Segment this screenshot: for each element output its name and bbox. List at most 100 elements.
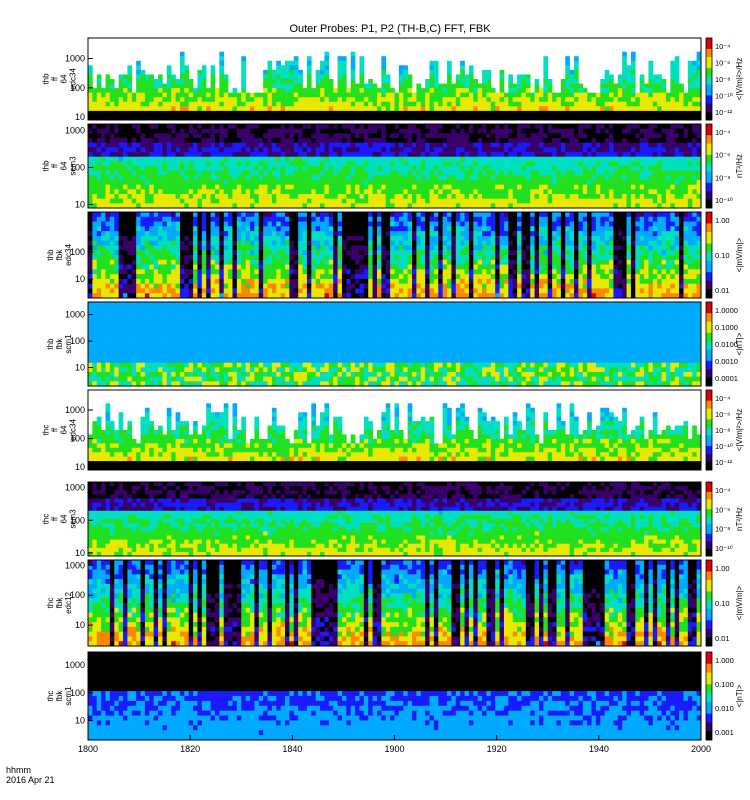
spectrogram-cell (162, 83, 168, 89)
spectrogram-cell (416, 83, 422, 89)
spectrogram-cell (692, 189, 697, 195)
spectrogram-cell (517, 74, 522, 80)
spectrogram-cell (144, 156, 150, 162)
spectrogram-cell (184, 88, 190, 93)
spectrogram-cell (271, 180, 277, 185)
spectrogram-cell (609, 88, 614, 93)
spectrogram-cell (114, 194, 119, 199)
spectrogram-cell (267, 156, 273, 162)
spectrogram-cell (158, 203, 163, 209)
spectrogram-cell (359, 79, 365, 84)
colorbar-tick-label: 10⁻¹⁰ (715, 92, 733, 101)
spectrogram-cell (162, 226, 168, 232)
spectrogram-cell (127, 97, 133, 103)
spectrogram-cell (665, 133, 671, 139)
spectrogram-cell (188, 264, 194, 270)
spectrogram-cell (188, 189, 194, 195)
spectrogram-cell (263, 124, 268, 129)
spectrogram-cell (136, 212, 141, 218)
spectrogram-cell (280, 216, 286, 222)
spectrogram-cell (560, 92, 566, 98)
spectrogram-cell (455, 97, 461, 103)
spectrogram-cell (495, 198, 500, 204)
spectrogram-cell (315, 106, 321, 112)
spectrogram-cell (665, 189, 671, 195)
spectrogram-cell (171, 83, 176, 89)
spectrogram-cell (473, 198, 478, 204)
spectrogram-cell (661, 97, 667, 103)
spectrogram-cell (210, 83, 216, 89)
spectrogram-cell (346, 184, 352, 190)
spectrogram-cell (123, 240, 128, 246)
spectrogram-cell (105, 216, 111, 222)
spectrogram-cell (311, 115, 316, 121)
spectrogram-cell (341, 166, 347, 171)
spectrogram-cell (223, 92, 229, 98)
spectrogram-cell (639, 133, 645, 139)
spectrogram-cell (403, 166, 408, 171)
spectrogram-cell (206, 110, 211, 116)
spectrogram-cell (311, 264, 316, 270)
spectrogram-cell (210, 152, 216, 157)
spectrogram-cell (460, 97, 465, 103)
spectrogram-cell (403, 115, 408, 121)
spectrogram-cell (214, 97, 220, 103)
spectrogram-cell (416, 166, 422, 171)
spectrogram-cell (635, 194, 640, 199)
spectrogram-cell (613, 203, 619, 209)
spectrogram-cell (324, 194, 330, 199)
spectrogram-cell (394, 152, 400, 157)
spectrogram-cell (267, 170, 273, 176)
spectrogram-cell (644, 161, 649, 167)
spectrogram-cell (166, 65, 172, 71)
spectrogram-cell (285, 79, 290, 84)
spectrogram-cell (447, 92, 452, 98)
spectrogram-cell (140, 231, 146, 237)
spectrogram-cell (232, 161, 238, 167)
spectrogram-cell (657, 115, 662, 121)
spectrogram-cell (311, 255, 316, 261)
spectrogram-cell (118, 259, 124, 265)
spectrogram-cell (609, 194, 614, 199)
spectrogram-cell (477, 147, 483, 153)
spectrogram-cell (622, 180, 627, 185)
spectrogram-cell (271, 189, 277, 195)
spectrogram-cell (381, 115, 387, 121)
spectrogram-cell (315, 288, 321, 294)
spectrogram-cell (258, 278, 264, 284)
spectrogram-cell (696, 170, 702, 176)
spectrogram-cell (140, 156, 146, 162)
spectrogram-cell (201, 293, 207, 299)
spectrogram-cell (372, 166, 378, 171)
spectrogram-cell (162, 203, 168, 209)
spectrogram-cell (267, 240, 273, 246)
spectrogram-cell (337, 152, 343, 157)
spectrogram-cell (315, 161, 321, 167)
spectrogram-cell (433, 198, 439, 204)
spectrogram-cell (175, 245, 181, 251)
spectrogram-cell (600, 115, 605, 121)
spectrogram-cell (131, 142, 137, 148)
spectrogram-cell (617, 110, 623, 116)
colorbar-segment (706, 196, 712, 200)
spectrogram-cell (201, 278, 207, 284)
spectrogram-cell (114, 212, 119, 218)
spectrogram-cell (639, 194, 645, 199)
spectrogram-cell (210, 216, 216, 222)
spectrogram-cell (263, 194, 268, 199)
spectrogram-cell (101, 138, 106, 143)
spectrogram-cell (433, 152, 439, 157)
spectrogram-cell (158, 194, 163, 199)
spectrogram-cell (285, 231, 290, 237)
spectrogram-cell (149, 250, 154, 256)
spectrogram-cell (271, 83, 277, 89)
spectrogram-cell (429, 110, 435, 116)
spectrogram-cell (162, 198, 168, 204)
spectrogram-cell (574, 115, 579, 121)
spectrogram-cell (236, 264, 242, 270)
spectrogram-cell (166, 79, 172, 84)
spectrogram-cell (324, 88, 330, 93)
spectrogram-cell (499, 189, 505, 195)
spectrogram-cell (201, 255, 207, 261)
spectrogram-cell (337, 184, 343, 190)
